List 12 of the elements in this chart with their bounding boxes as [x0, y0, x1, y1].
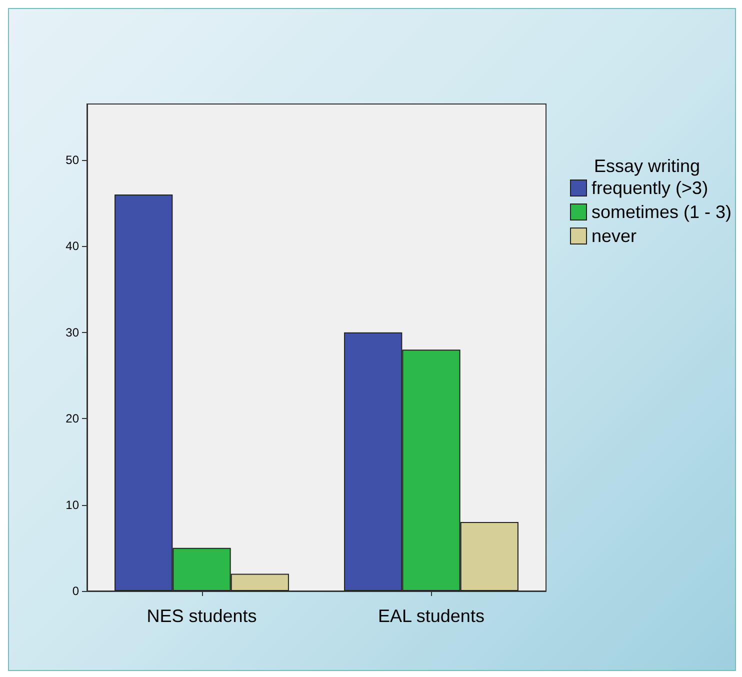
legend-label: frequently (>3): [592, 178, 708, 198]
y-tick-label: 0: [72, 584, 80, 598]
x-tick-label: NES students: [146, 606, 257, 626]
y-tick-label: 40: [66, 239, 80, 254]
y-tick-label: 10: [66, 498, 80, 512]
legend-label: never: [592, 226, 637, 246]
legend-title: Essay writing: [594, 156, 700, 176]
legend-label: sometimes (1 - 3): [592, 202, 732, 222]
y-tick-label: 20: [66, 412, 80, 426]
y-tick-label: 50: [66, 153, 80, 168]
y-tick-label: 30: [66, 325, 80, 340]
x-tick-label: EAL students: [378, 606, 484, 626]
